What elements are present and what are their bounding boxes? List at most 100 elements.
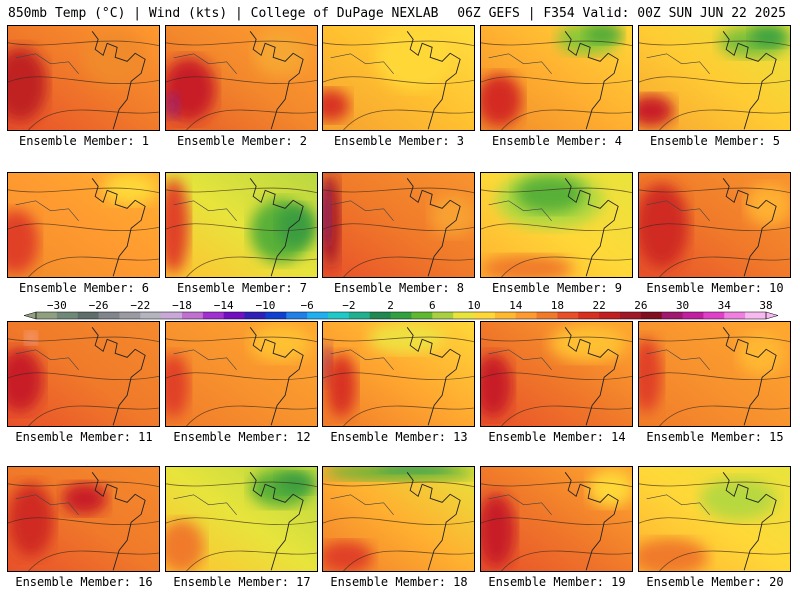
ensemble-member-map	[638, 172, 791, 278]
colorbar-swatch	[474, 312, 496, 319]
temperature-anomaly-patch	[323, 183, 331, 248]
temperature-anomaly-patch	[166, 520, 205, 571]
state-border	[15, 53, 79, 74]
state-border	[173, 494, 237, 515]
ensemble-member-label: Ensemble Member: 2	[176, 134, 308, 148]
height-contour	[186, 550, 317, 571]
ensemble-member-label: Ensemble Member: 10	[646, 281, 784, 295]
coastline	[91, 327, 146, 426]
ensemble-member-label: Ensemble Member: 3	[333, 134, 465, 148]
colorbar-swatch	[182, 312, 204, 319]
colorbar-swatch	[453, 312, 475, 319]
colorbar-swatch	[703, 312, 725, 319]
ensemble-member-map	[322, 25, 475, 131]
ensemble-member-label: Ensemble Member: 6	[18, 281, 150, 295]
temperature-anomaly-patch	[481, 73, 523, 127]
height-contour	[323, 223, 474, 232]
state-border	[646, 53, 710, 74]
ensemble-member-map	[480, 466, 633, 572]
colorbar-tick-label: −18	[172, 299, 192, 312]
header-title-right: 06Z GEFS | F354 Valid: 00Z SUN JUN 22 20…	[457, 6, 786, 21]
state-border	[488, 349, 552, 370]
coastline	[564, 31, 619, 130]
temperature-anomaly-patch	[166, 353, 189, 418]
state-border	[173, 53, 237, 74]
colorbar-swatch	[557, 312, 579, 319]
temperature-anomaly-patch	[639, 183, 689, 269]
ensemble-member-map	[480, 25, 633, 131]
height-contour	[639, 223, 790, 232]
height-contour	[639, 187, 790, 194]
ensemble-member-map	[165, 466, 318, 572]
ensemble-member-label: Ensemble Member: 11	[15, 430, 153, 444]
temperature-anomaly-patch	[481, 493, 516, 568]
colorbar-swatch	[599, 312, 621, 319]
height-contour	[166, 40, 317, 47]
colorbar-swatch	[369, 312, 392, 319]
state-border	[646, 349, 710, 370]
temperature-anomaly-patch	[8, 348, 44, 413]
ensemble-member-label: Ensemble Member: 16	[15, 575, 153, 589]
colorbar-swatch	[640, 312, 663, 319]
temperature-anomaly-patch	[84, 31, 146, 85]
coastline	[406, 472, 461, 571]
height-contour	[28, 109, 159, 130]
height-contour	[639, 517, 790, 526]
height-contour	[8, 40, 159, 47]
colorbar-swatch	[661, 312, 684, 319]
ensemble-member-label: Ensemble Member: 12	[173, 430, 311, 444]
colorbar-tick-label: 26	[634, 299, 647, 312]
coastline	[249, 178, 304, 277]
height-contour	[166, 481, 317, 488]
colorbar-tick-label: 34	[718, 299, 732, 312]
colorbar-swatch	[307, 312, 329, 319]
height-contour	[8, 372, 159, 381]
coastline	[564, 178, 619, 277]
colorbar-swatch	[286, 312, 308, 319]
colorbar-tick-label: −26	[89, 299, 109, 312]
height-contour	[323, 372, 474, 381]
height-contour	[343, 256, 474, 277]
colorbar-swatch	[724, 312, 746, 319]
coastline	[564, 472, 619, 571]
height-contour	[343, 109, 474, 130]
state-border	[488, 200, 552, 221]
ensemble-member-map	[165, 321, 318, 427]
colorbar-swatch	[515, 312, 538, 319]
coastline	[91, 178, 146, 277]
temperature-anomaly-patch	[276, 472, 316, 494]
coastline	[249, 472, 304, 571]
height-contour	[659, 550, 790, 571]
height-contour	[166, 76, 317, 85]
ensemble-member-map	[7, 321, 160, 427]
colorbar-swatch	[161, 312, 183, 319]
state-border	[173, 349, 237, 370]
colorbar-tick-label: −22	[130, 299, 150, 312]
colorbar-swatch	[411, 312, 433, 319]
colorbar-swatch	[119, 312, 141, 319]
height-contour	[166, 223, 317, 232]
colorbar-swatch	[98, 312, 120, 319]
colorbar-tick-label: 22	[593, 299, 606, 312]
ensemble-member-map	[638, 25, 791, 131]
ensemble-member-map	[638, 321, 791, 427]
temperature-anomaly-patch	[584, 26, 623, 45]
coastline	[406, 178, 461, 277]
temperature-anomaly-patch	[323, 89, 350, 122]
height-contour	[323, 187, 474, 194]
ensemble-member-label: Ensemble Member: 20	[646, 575, 784, 589]
colorbar-swatch	[494, 312, 517, 319]
ensemble-member-label: Ensemble Member: 15	[646, 430, 784, 444]
temperature-anomaly-patch	[376, 26, 454, 90]
height-contour	[639, 372, 790, 381]
ensemble-member-label: Ensemble Member: 13	[330, 430, 468, 444]
temperature-anomaly-patch	[276, 204, 316, 248]
temperature-anomaly-patch	[8, 47, 48, 122]
height-contour	[8, 223, 159, 232]
colorbar-swatch	[223, 312, 246, 319]
ensemble-member-label: Ensemble Member: 19	[488, 575, 626, 589]
coastline	[722, 327, 777, 426]
colorbar-swatch	[432, 312, 454, 319]
colorbar-swatch	[620, 312, 642, 319]
temperature-anomaly-patch	[250, 324, 312, 362]
